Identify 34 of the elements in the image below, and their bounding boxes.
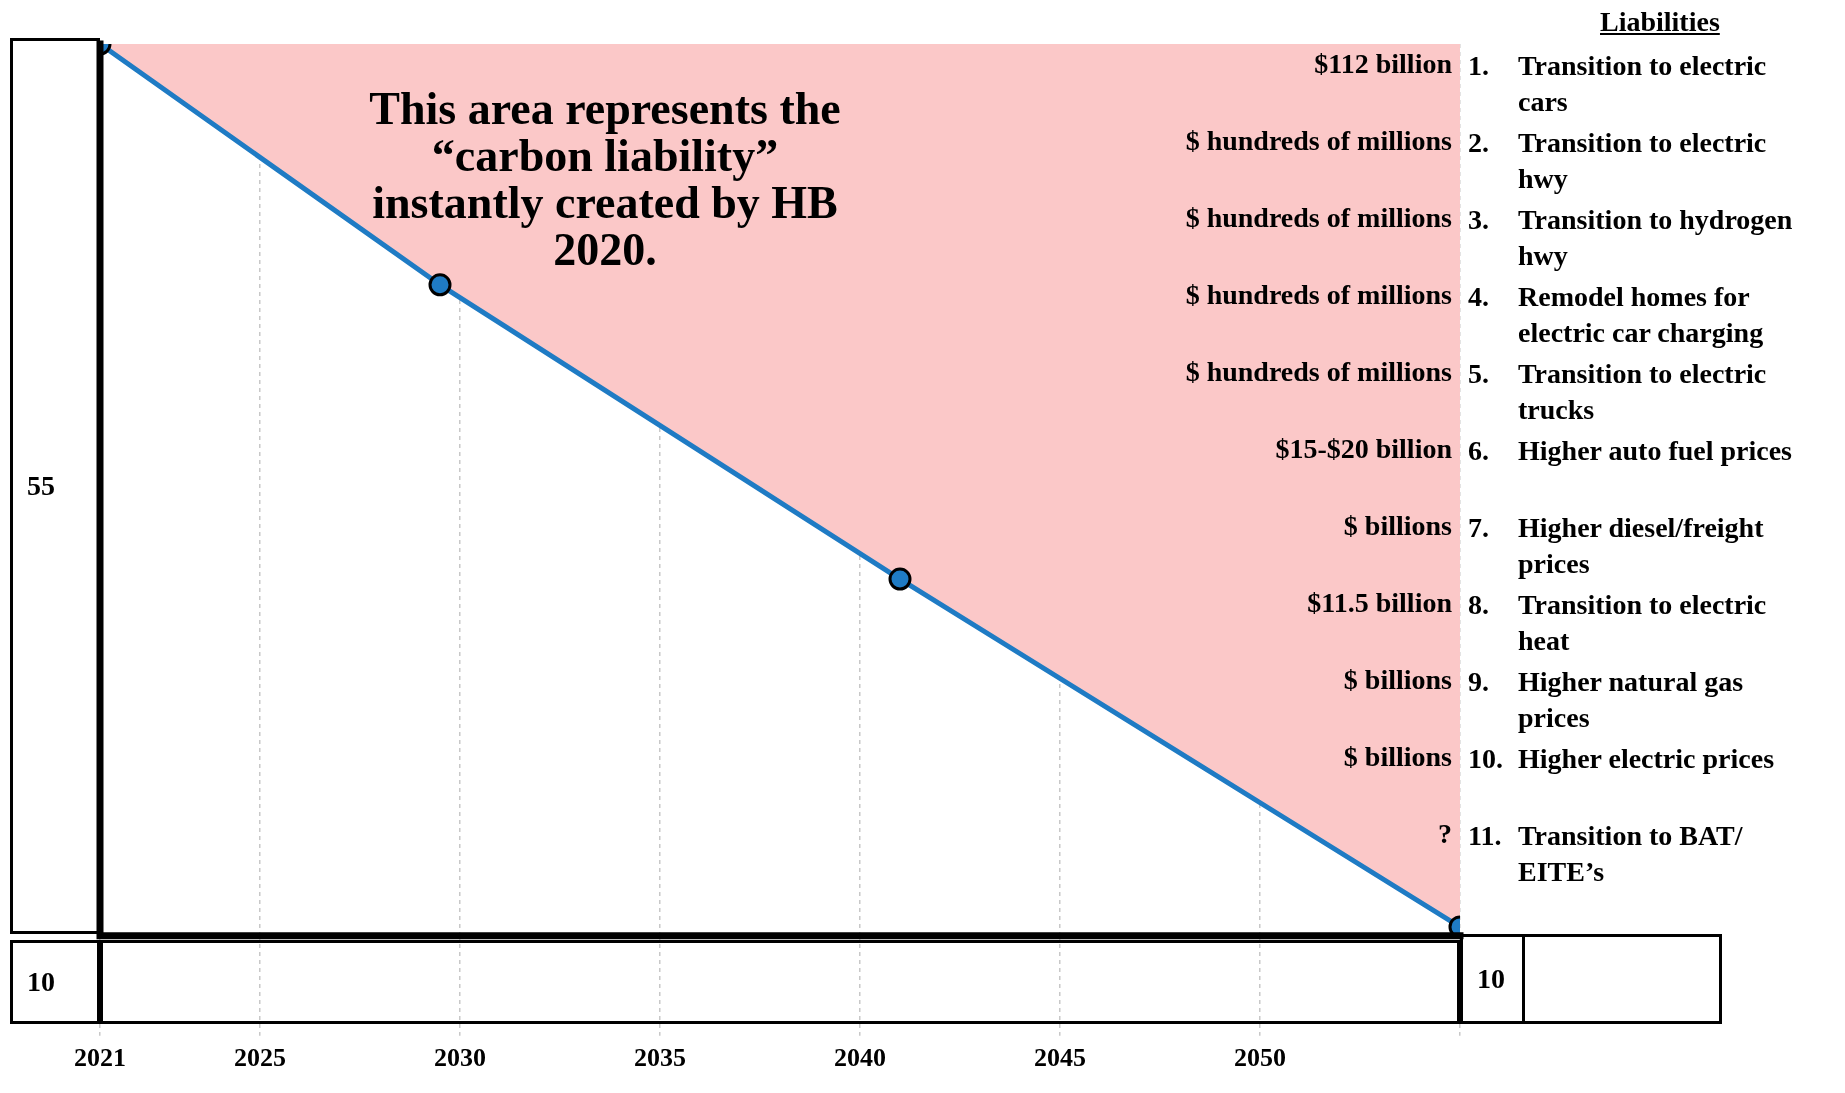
x-tick-label: 2040	[834, 1043, 886, 1073]
x-tick-label: 2035	[634, 1043, 686, 1073]
text: 10	[10, 939, 100, 1024]
text: 5. Transition to electric trucks	[1468, 357, 1768, 428]
annotation: $ billions	[1343, 741, 1452, 773]
x-tick-label: 2021	[74, 1043, 126, 1073]
text: 11. Transition to BAT/ EITE’s	[1468, 819, 1744, 890]
annotation: This area represents the “carbon liability” instantly created by HB 2020.	[368, 83, 842, 275]
text: 7. Higher diesel/freight prices	[1468, 511, 1765, 582]
annotation: ?	[1438, 818, 1452, 850]
annotation: $ hundreds of millions	[1185, 279, 1452, 311]
annotation: $ billions	[1343, 664, 1452, 696]
annotation: $11.5 billion	[1307, 587, 1452, 619]
annotation: $15-$20 billion	[1275, 433, 1452, 465]
text: 2. Transition to electric hwy	[1468, 126, 1768, 197]
x-tick-label: 2045	[1034, 1043, 1086, 1073]
annotation: $ hundreds of millions	[1185, 356, 1452, 388]
text: 3. Transition to hydrogen hwy	[1468, 203, 1794, 274]
text: 8. Transition to electric heat	[1468, 588, 1768, 659]
annotation: $112 billion	[1314, 48, 1452, 80]
x-tick-label: 2025	[234, 1043, 286, 1073]
annotation: $ billions	[1343, 510, 1452, 542]
x-tick-label: 2030	[434, 1043, 486, 1073]
text: 6. Higher auto fuel prices	[1468, 434, 1793, 468]
text: 10. Higher electric prices	[1468, 742, 1776, 776]
x-tick-label: 2050	[1234, 1043, 1286, 1073]
text: 1. Transition to electric cars	[1468, 49, 1768, 120]
text: 9. Higher natural gas prices	[1468, 665, 1745, 736]
text: 55	[10, 38, 100, 934]
annotation: $ hundreds of millions	[1185, 202, 1452, 234]
text: 4. Remodel homes for electric car charging	[1468, 280, 1765, 351]
annotation: $ hundreds of millions	[1185, 125, 1452, 157]
text: 10	[1460, 933, 1525, 1024]
text: Liabilities	[1600, 6, 1720, 38]
